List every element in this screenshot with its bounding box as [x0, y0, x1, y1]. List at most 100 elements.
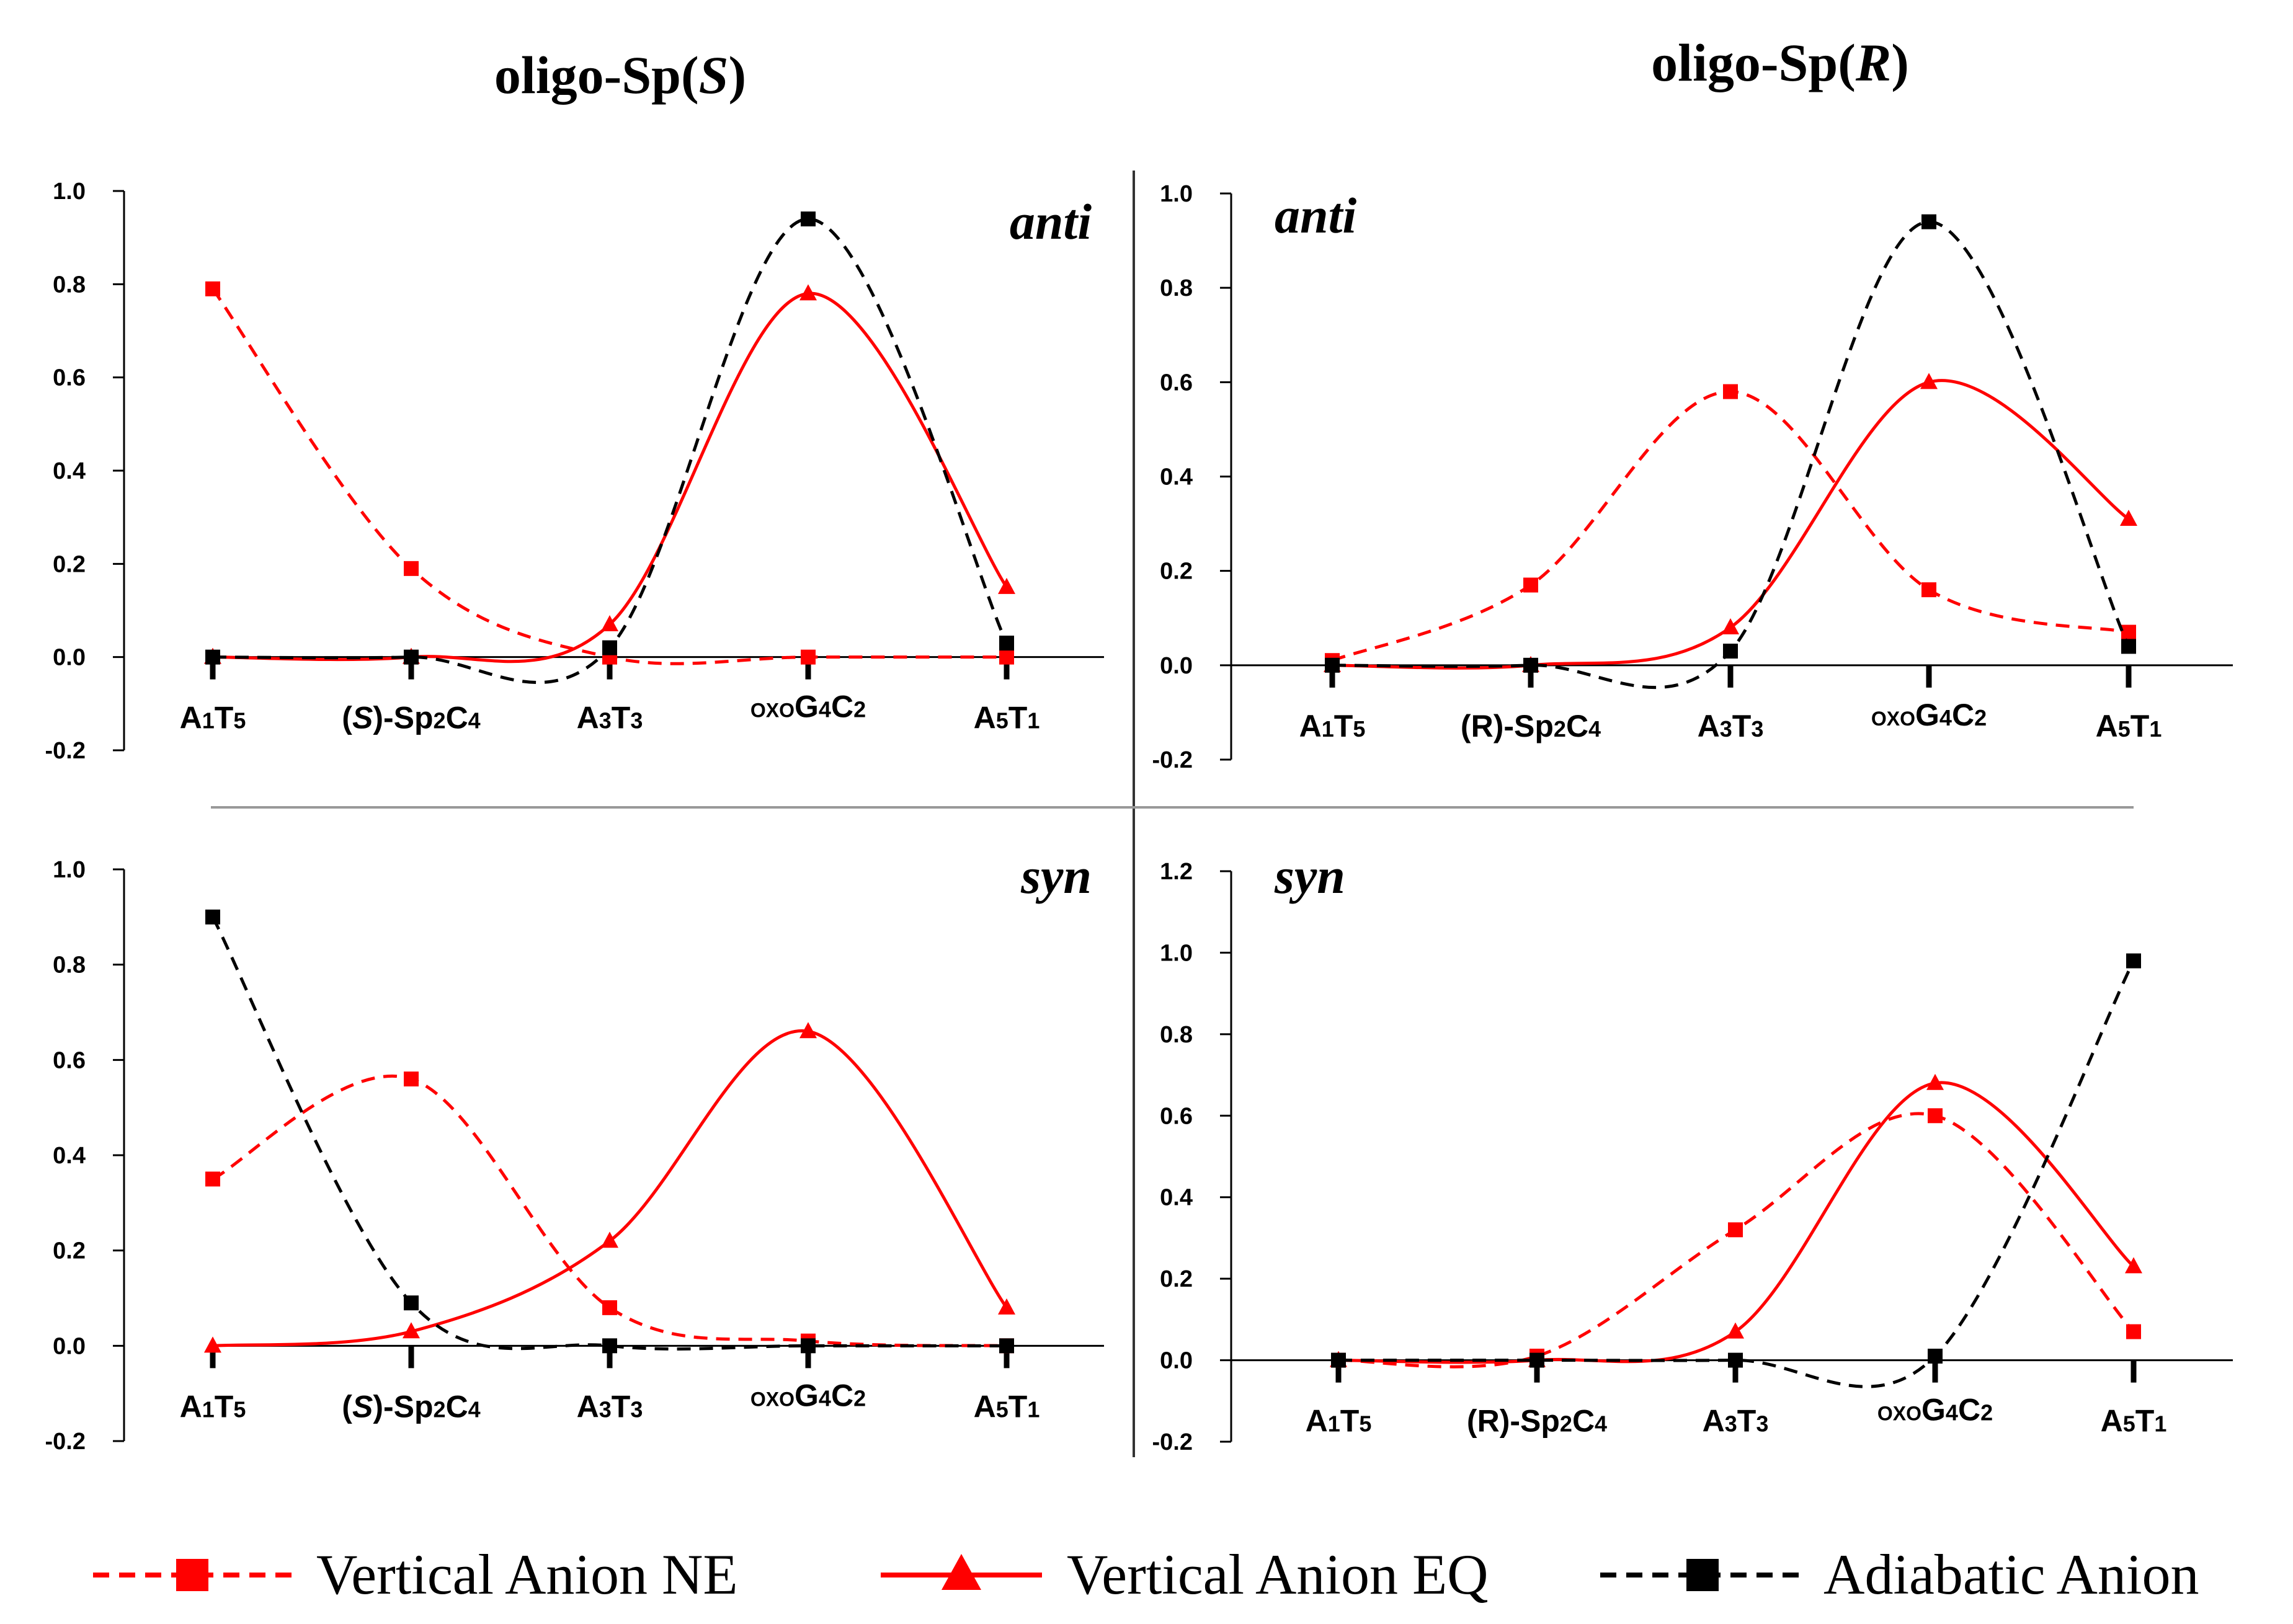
data-point — [2121, 624, 2136, 640]
y-tick-label: 1.0 — [53, 857, 86, 883]
data-point — [601, 1231, 618, 1248]
legend-marker — [176, 1559, 208, 1591]
data-point — [404, 1295, 419, 1311]
panel-label: syn — [1274, 848, 1345, 904]
data-point — [801, 649, 816, 665]
data-point — [602, 1338, 617, 1354]
series-adiabatic-anion — [1331, 953, 2141, 1388]
panel-label: anti — [1010, 193, 1092, 250]
y-tick-label: -0.2 — [45, 738, 86, 764]
series-vertical-anion-eq — [204, 1022, 1015, 1353]
y-tick-label: 0.4 — [53, 458, 86, 484]
data-point — [602, 1300, 617, 1315]
x-tick-label: OXOG4C2 — [750, 1378, 866, 1413]
data-point — [1728, 1222, 1743, 1238]
series-line — [212, 217, 1008, 684]
panel-label: syn — [1020, 848, 1092, 904]
legend-label: Vertical Anion EQ — [1067, 1543, 1489, 1606]
y-tick-label: -0.2 — [45, 1429, 86, 1455]
data-point — [403, 1322, 420, 1339]
data-point — [404, 649, 419, 665]
data-point — [1928, 1349, 1943, 1364]
data-point — [404, 1072, 419, 1087]
x-tick-label: A3T3 — [577, 1389, 643, 1424]
x-tick-label: A1T5 — [1299, 709, 1366, 743]
series-vertical-anion-ne — [1325, 384, 2136, 668]
data-point — [601, 615, 618, 632]
data-point — [2121, 639, 2136, 654]
x-tick-label: A3T3 — [1703, 1404, 1769, 1439]
legend-marker — [942, 1554, 981, 1590]
y-tick-label: 0.8 — [1160, 275, 1193, 301]
x-tick-label: A5T1 — [974, 1389, 1040, 1424]
data-point — [801, 211, 816, 227]
data-point — [404, 561, 419, 576]
y-tick-label: 0.8 — [53, 952, 86, 978]
x-tick-label: (R)-Sp2C4 — [1461, 709, 1601, 743]
x-tick-label: A5T1 — [2096, 709, 2162, 743]
data-point — [799, 284, 817, 301]
data-point — [799, 1022, 817, 1039]
y-tick-label: 0.6 — [53, 1047, 86, 1073]
data-point — [998, 577, 1015, 594]
x-tick-label: OXOG4C2 — [1871, 698, 1987, 732]
series-adiabatic-anion — [205, 909, 1014, 1354]
y-tick-label: 0.8 — [53, 272, 86, 298]
y-tick-label: 1.0 — [1160, 940, 1193, 966]
data-point — [1728, 1352, 1743, 1368]
y-tick-label: 0.8 — [1160, 1022, 1193, 1048]
legend-label: Adiabatic Anion — [1823, 1543, 2199, 1606]
y-tick-label: -0.2 — [1152, 747, 1193, 773]
y-tick-label: 0.2 — [1160, 1266, 1193, 1292]
data-point — [205, 649, 220, 665]
data-point — [801, 1338, 816, 1354]
x-tick-label: A3T3 — [577, 701, 643, 735]
series-adiabatic-anion — [1325, 214, 2136, 690]
chart-panel-2: -0.2 0.0 0.2 0.4 0.6 0.8 1.0 A1T5 (R)-Sp2C4 A3T3 O… — [1152, 181, 2233, 773]
x-tick-label: OXOG4C2 — [1877, 1393, 1993, 1427]
x-tick-label: OXOG4C2 — [750, 690, 866, 724]
data-point — [1523, 657, 1538, 673]
y-tick-label: 0.2 — [53, 551, 86, 577]
x-tick-label: A1T5 — [180, 1389, 246, 1424]
data-point — [1723, 384, 1738, 399]
x-tick-label: (R)-Sp2C4 — [1467, 1404, 1607, 1439]
y-tick-label: 0.4 — [1160, 1185, 1193, 1211]
data-point — [2126, 953, 2141, 969]
chart-panel-3: -0.2 0.0 0.2 0.4 0.6 0.8 1.0 A1T5 (S)-Sp2C4 A3T3 O… — [45, 848, 1104, 1455]
panel-label: anti — [1275, 187, 1356, 244]
y-tick-label: 0.0 — [1160, 653, 1193, 679]
legend-item: Vertical Anion EQ — [881, 1543, 1489, 1606]
column-title-r: oligo-Sp(R) — [1651, 33, 1909, 92]
data-point — [205, 1171, 220, 1187]
data-point — [999, 636, 1014, 651]
data-point — [2126, 1324, 2141, 1339]
chart-panel-4: -0.2 0.0 0.2 0.4 0.6 0.8 1.0 1.2 A1T5 (R)-Sp2C4 A3… — [1152, 848, 2233, 1455]
data-point — [999, 1338, 1014, 1354]
legend-item: Adiabatic Anion — [1600, 1543, 2199, 1606]
y-tick-label: 0.2 — [1160, 559, 1193, 585]
legend: Vertical Anion NE Vertical Anion EQ Adiaba… — [93, 1543, 2199, 1606]
series-line — [211, 1074, 1007, 1347]
x-tick-label: A5T1 — [2101, 1404, 2167, 1439]
series-line — [1338, 1112, 2135, 1369]
x-tick-label: (S)-Sp2C4 — [342, 701, 480, 735]
data-point — [1926, 1073, 1944, 1090]
y-tick-label: 1.0 — [1160, 181, 1193, 207]
y-tick-label: 0.6 — [53, 365, 86, 391]
y-tick-label: 0.4 — [1160, 464, 1193, 490]
series-line — [211, 288, 1007, 665]
data-point — [1523, 577, 1538, 593]
series-line — [1338, 1081, 2135, 1364]
y-tick-label: 0.0 — [1160, 1348, 1193, 1374]
series-adiabatic-anion — [205, 211, 1014, 684]
data-point — [2120, 509, 2137, 526]
data-point — [1727, 1322, 1744, 1339]
series-line — [1332, 220, 2130, 690]
legend-label: Vertical Anion NE — [316, 1543, 738, 1606]
data-point — [1921, 214, 1936, 229]
column-title-s: oligo-Sp(S) — [494, 45, 746, 105]
x-tick-label: A1T5 — [180, 701, 246, 735]
data-point — [1928, 1108, 1943, 1124]
data-point — [1921, 582, 1936, 598]
